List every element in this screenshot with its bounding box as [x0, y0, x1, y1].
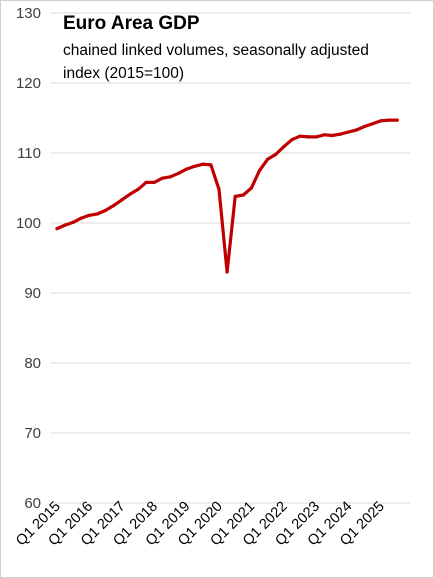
y-tick-label: 60	[24, 495, 41, 512]
data-point	[104, 208, 108, 212]
data-point	[257, 168, 262, 173]
data-point	[233, 194, 237, 198]
y-tick-label: 90	[24, 285, 41, 302]
data-point	[298, 134, 302, 138]
y-tick-label: 110	[17, 145, 41, 162]
data-point	[355, 128, 359, 132]
data-point	[79, 216, 83, 220]
y-tick-label: 120	[16, 75, 41, 92]
data-point	[176, 171, 181, 175]
y-axis-tick-labels: 60 70 80 90 100 110 120 130	[16, 5, 41, 512]
data-point	[387, 118, 391, 122]
data-point	[95, 212, 100, 216]
y-tick-label: 70	[24, 425, 41, 442]
data-point	[112, 203, 116, 208]
data-point	[55, 227, 59, 231]
data-point	[136, 187, 140, 191]
data-point	[282, 145, 286, 149]
data-point	[87, 213, 91, 217]
chart-title: Euro Area GDP	[63, 13, 200, 34]
data-point	[266, 157, 270, 161]
data-point	[168, 175, 172, 179]
series-layer	[55, 118, 399, 274]
data-point	[290, 138, 294, 142]
data-point	[363, 124, 367, 128]
data-point	[185, 167, 189, 171]
data-point	[249, 186, 253, 190]
data-point	[217, 187, 221, 191]
data-point	[120, 198, 124, 202]
data-point	[128, 192, 132, 196]
data-point	[160, 176, 164, 180]
gridlines	[51, 12, 410, 504]
data-point	[371, 122, 375, 126]
data-point	[379, 119, 383, 123]
data-point	[152, 180, 156, 184]
data-point	[225, 270, 229, 274]
data-point	[347, 130, 351, 134]
y-tick-label: 100	[16, 215, 41, 232]
data-point	[71, 220, 75, 224]
data-point	[201, 162, 205, 166]
chart-subtitle-line-1: chained linked volumes, seasonally adjus…	[63, 42, 369, 59]
data-point	[330, 133, 334, 138]
data-point	[144, 180, 148, 184]
data-point	[314, 135, 318, 139]
data-point	[241, 193, 245, 197]
data-point	[274, 152, 278, 156]
chart-titles: Euro Area GDP chained linked volumes, se…	[63, 13, 369, 82]
y-tick-label: 130	[16, 5, 41, 22]
data-point	[306, 135, 310, 139]
data-point	[63, 223, 67, 227]
series-line-gdp	[55, 118, 399, 274]
data-point	[395, 118, 399, 122]
data-point	[322, 133, 326, 137]
data-point	[193, 164, 197, 168]
y-tick-label: 80	[24, 355, 41, 372]
chart-subtitle-line-2: index (2015=100)	[63, 65, 184, 82]
data-point	[338, 132, 343, 136]
data-point	[209, 163, 213, 167]
